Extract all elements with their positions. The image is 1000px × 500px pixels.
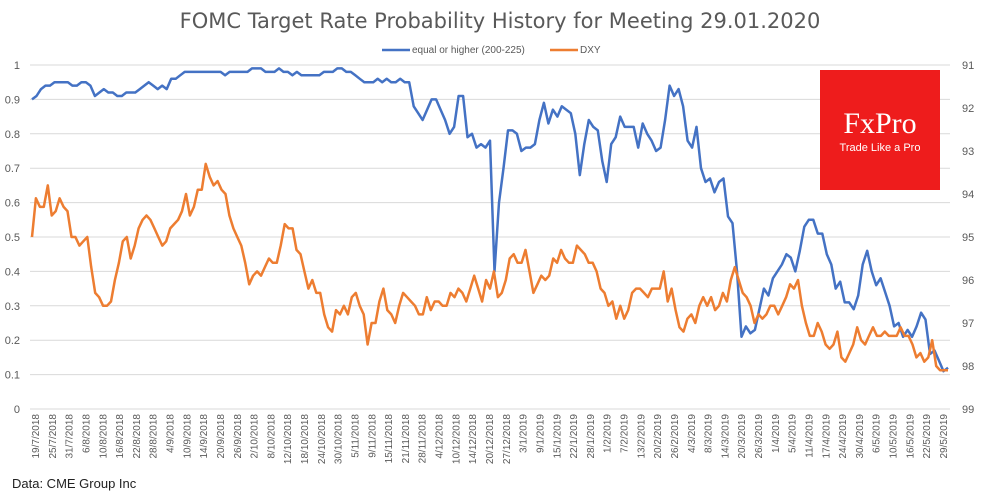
logo-tagline: Trade Like a Pro — [840, 142, 921, 154]
x-tick-label: 17/4/2019 — [821, 414, 832, 459]
left-tick-label: 0.3 — [5, 301, 20, 313]
x-tick-label: 20/12/2018 — [485, 414, 496, 464]
x-tick-label: 15/1/2019 — [552, 414, 563, 459]
legend: equal or higher (200-225) DXY — [382, 45, 601, 56]
right-tick-label: 91 — [962, 60, 974, 72]
source-note: Data: CME Group Inc — [12, 476, 137, 491]
right-axis: 91 92 93 94 95 96 97 98 99 — [962, 60, 974, 416]
x-tick-label: 30/10/2018 — [334, 414, 345, 464]
x-tick-label: 26/3/2019 — [754, 414, 765, 459]
x-tick-label: 10/5/2019 — [889, 414, 900, 459]
logo-brand: FxPro — [843, 107, 916, 140]
x-tick-label: 4/9/2018 — [166, 414, 177, 453]
right-tick-label: 93 — [962, 146, 974, 158]
left-axis: 0 0.1 0.2 0.3 0.4 0.5 0.6 0.7 0.8 0.9 1 — [5, 60, 20, 416]
left-tick-label: 0.1 — [5, 370, 20, 382]
left-tick-label: 0.6 — [5, 198, 20, 210]
x-tick-label: 20/2/2019 — [653, 414, 664, 459]
x-tick-label: 28/8/2018 — [149, 414, 160, 459]
x-tick-label: 20/3/2019 — [737, 414, 748, 459]
x-tick-label: 9/1/2019 — [535, 414, 546, 453]
left-tick-label: 1 — [14, 60, 20, 72]
x-tick-label: 6/5/2019 — [872, 414, 883, 453]
series-line-dxy — [30, 162, 948, 372]
x-tick-label: 16/8/2018 — [115, 414, 126, 459]
chart-title: FOMC Target Rate Probability History for… — [180, 9, 821, 33]
x-tick-label: 13/2/2019 — [636, 414, 647, 459]
x-tick-label: 18/10/2018 — [300, 414, 311, 464]
fxpro-logo: FxPro Trade Like a Pro — [820, 70, 940, 190]
legend-label-probability: equal or higher (200-225) — [412, 45, 525, 56]
x-tick-label: 27/12/2018 — [502, 414, 513, 464]
x-tick-label: 1/2/2019 — [603, 414, 614, 453]
x-tick-label: 22/1/2019 — [569, 414, 580, 459]
x-tick-label: 15/11/2018 — [384, 414, 395, 464]
left-tick-label: 0.5 — [5, 232, 20, 244]
x-tick-label: 14/3/2019 — [720, 414, 731, 459]
x-tick-label: 7/2/2019 — [620, 414, 631, 453]
x-tick-label: 8/3/2019 — [704, 414, 715, 453]
x-tick-label: 28/1/2019 — [586, 414, 597, 459]
x-tick-label: 10/8/2018 — [98, 414, 109, 459]
x-tick-label: 21/11/2018 — [401, 414, 412, 464]
left-tick-label: 0.7 — [5, 163, 20, 175]
series-group — [30, 67, 949, 373]
x-tick-label: 5/11/2018 — [350, 414, 361, 458]
x-axis: 19/7/2018 25/7/2018 31/7/2018 6/8/2018 10/8/… — [31, 414, 950, 464]
x-tick-label: 19/7/2018 — [31, 414, 42, 459]
x-tick-label: 4/3/2019 — [687, 414, 698, 453]
legend-label-dxy: DXY — [580, 45, 601, 56]
x-tick-label: 14/9/2018 — [199, 414, 210, 459]
right-tick-label: 98 — [962, 361, 974, 373]
left-tick-label: 0.4 — [5, 266, 20, 278]
x-tick-label: 10/12/2018 — [451, 414, 462, 464]
x-tick-label: 26/9/2018 — [233, 414, 244, 459]
x-tick-label: 16/5/2019 — [905, 414, 916, 459]
x-tick-label: 24/10/2018 — [317, 414, 328, 464]
x-tick-label: 22/8/2018 — [132, 414, 143, 459]
x-tick-label: 3/1/2019 — [519, 414, 530, 453]
right-tick-label: 99 — [962, 404, 974, 416]
x-tick-label: 5/4/2019 — [788, 414, 799, 453]
x-tick-label: 22/5/2019 — [922, 414, 933, 459]
x-tick-label: 9/11/2018 — [367, 414, 378, 458]
x-tick-label: 24/4/2019 — [838, 414, 849, 459]
series-line-probability — [31, 67, 949, 373]
logo-background — [820, 70, 940, 190]
x-tick-label: 30/4/2019 — [855, 414, 866, 459]
right-tick-label: 96 — [962, 275, 974, 287]
x-tick-label: 1/4/2019 — [771, 414, 782, 453]
right-tick-label: 92 — [962, 103, 974, 115]
x-tick-label: 14/12/2018 — [468, 414, 479, 464]
right-tick-label: 95 — [962, 232, 974, 244]
x-tick-label: 28/11/2018 — [418, 414, 429, 464]
x-tick-label: 12/10/2018 — [283, 414, 294, 464]
x-tick-label: 26/2/2019 — [670, 414, 681, 459]
left-tick-label: 0.9 — [5, 94, 20, 106]
x-tick-label: 4/12/2018 — [435, 414, 446, 459]
gridlines — [30, 64, 950, 410]
x-tick-label: 25/7/2018 — [48, 414, 59, 459]
x-tick-label: 2/10/2018 — [250, 414, 261, 459]
x-tick-label: 11/4/2019 — [804, 414, 815, 458]
x-tick-label: 6/8/2018 — [81, 414, 92, 453]
right-tick-label: 94 — [962, 189, 974, 201]
x-tick-label: 31/7/2018 — [65, 414, 76, 459]
left-tick-label: 0.2 — [5, 335, 20, 347]
left-tick-label: 0 — [14, 404, 20, 416]
left-tick-label: 0.8 — [5, 129, 20, 141]
x-tick-label: 29/5/2019 — [939, 414, 950, 459]
x-tick-label: 8/10/2018 — [266, 414, 277, 459]
x-tick-label: 10/9/2018 — [182, 414, 193, 459]
right-tick-label: 97 — [962, 318, 974, 330]
x-tick-label: 20/9/2018 — [216, 414, 227, 459]
